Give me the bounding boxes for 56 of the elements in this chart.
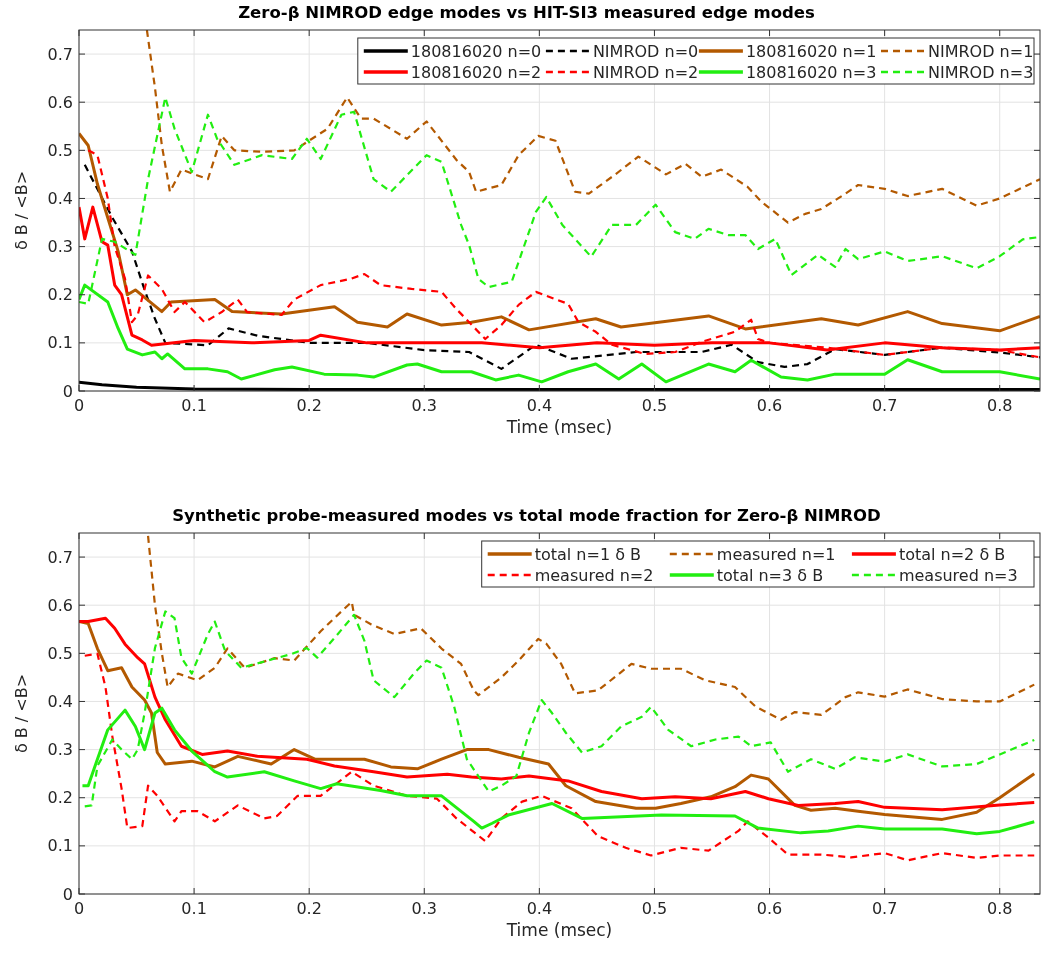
x-tick-label: 0.3 [411,899,437,918]
x-tick-label: 0.5 [641,899,668,918]
line-series [79,131,1040,333]
line-series [145,30,1040,224]
legend-label: measured n=2 [534,566,654,585]
y-tick-label: 0.2 [47,788,73,808]
legend-label: NIMROD n=0 [592,42,699,61]
y-tick-label: 0.1 [47,333,73,353]
y-tick-label: 0 [62,884,73,904]
legend-label: NIMROD n=2 [592,63,699,82]
y-tick-label: 0.2 [47,285,73,305]
y-tick-label: 0.3 [47,740,73,760]
y-tick-label: 0.6 [47,92,73,112]
legend-label: NIMROD n=1 [928,42,1034,61]
x-tick-label: 0.3 [411,396,437,415]
y-axis-title: δ B / <B> [12,673,31,754]
y-tick-label: 0.4 [47,691,73,711]
x-axis-title: Time (msec) [505,920,613,940]
legend-label: 180816020 n=0 [410,42,542,61]
x-tick-label: 0.5 [641,396,668,415]
x-tick-label: 0.2 [296,899,322,918]
chart-title: Synthetic probe-measured modes vs total mode fraction for Zero-β NIMROD [172,506,881,525]
x-tick-label: 0.4 [526,396,553,415]
x-tick-label: 0.7 [871,396,898,415]
legend-label: 180816020 n=1 [745,42,877,61]
legend-label: measured n=1 [716,545,836,564]
legend-label: NIMROD n=3 [928,63,1034,82]
chart-title: Zero-β NIMROD edge modes vs HIT-SI3 measured edge modes [238,3,816,22]
x-tick-label: 0.6 [756,396,783,415]
y-tick-label: 0.7 [47,44,73,64]
y-tick-label: 0.3 [47,237,73,257]
y-tick-label: 0.5 [47,643,73,663]
legend-label: measured n=3 [898,566,1018,585]
y-tick-label: 0.1 [47,836,73,856]
x-tick-label: 0.7 [871,899,898,918]
legend-label: total n=2 δ B [898,545,1006,564]
legend-label: total n=1 δ B [534,545,642,564]
x-tick-label: 0.2 [296,396,322,415]
y-tick-label: 0.4 [47,188,73,208]
line-series [83,652,1036,862]
y-tick-label: 0 [62,381,73,401]
x-tick-label: 0.1 [181,396,207,415]
x-tick-label: 0.1 [181,899,207,918]
legend-label: 180816020 n=3 [745,63,877,82]
x-axis-title: Time (msec) [505,417,613,437]
legend-label: total n=3 δ B [716,566,824,585]
y-axis-title: δ B / <B> [12,170,31,251]
x-tick-label: 0.4 [526,899,553,918]
line-series [146,534,1036,721]
y-tick-label: 0.7 [47,547,73,567]
x-tick-label: 0.6 [756,899,783,918]
x-tick-label: 0.8 [986,396,1013,415]
y-tick-label: 0.5 [47,140,73,160]
legend-label: 180816020 n=2 [410,63,542,82]
x-tick-label: 0.8 [986,899,1013,918]
y-tick-label: 0.6 [47,595,73,615]
